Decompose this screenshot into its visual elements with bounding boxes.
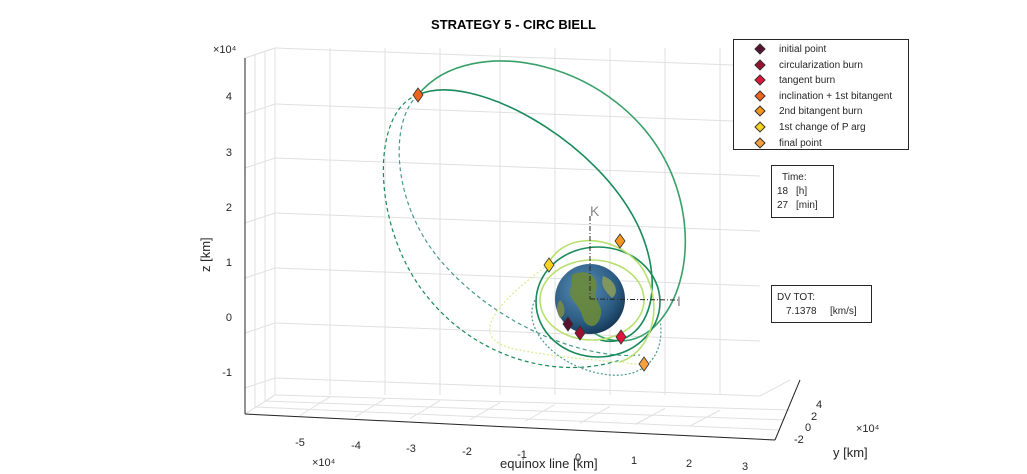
- legend-entry: initial point: [734, 42, 910, 58]
- time-heading: Time:: [782, 172, 807, 183]
- legend-marker: [754, 105, 766, 118]
- z-exponent: ×10⁴: [213, 44, 237, 56]
- marker-1st-change-of-p-arg: [543, 257, 555, 273]
- legend-label: final point: [779, 137, 822, 149]
- legend-label: 1st change of P arg: [779, 122, 866, 133]
- y-exponent: ×10⁴: [856, 423, 880, 435]
- k-axis-label: K: [590, 203, 600, 219]
- legend-label: inclination + 1st bitangent: [779, 90, 893, 102]
- orbit-transfer-dotted: [489, 264, 646, 366]
- i-axis-line: [589, 298, 679, 301]
- x-tick-label: 1: [631, 455, 637, 467]
- x-tick-label: -5: [295, 437, 305, 449]
- z-tick-label: -1: [222, 367, 232, 379]
- dv-value: 7.1378: [786, 306, 817, 317]
- y-tick-label: 2: [811, 411, 817, 423]
- x-axis-label: equinox line [km]: [500, 456, 598, 471]
- x-tick-label: 0: [575, 452, 581, 464]
- grid-lines: [244, 47, 801, 441]
- legend-marker: [754, 58, 766, 71]
- legend-entry: tangent burn: [734, 73, 910, 89]
- y-tick-label: 0: [805, 422, 811, 434]
- dv-unit: [km/s]: [830, 306, 857, 317]
- x-tick-label: -4: [351, 440, 361, 452]
- z-tick-label: 0: [226, 312, 232, 324]
- z-tick-label: 4: [226, 91, 232, 103]
- legend-entry: final point: [734, 136, 910, 152]
- marker-tangent-burn: [615, 329, 627, 345]
- time-box: Time: 18 [h] 27 [min]: [771, 165, 834, 218]
- y-tick-label: 4: [816, 399, 822, 411]
- dv-box: DV TOT: 7.1378 [km/s]: [771, 285, 872, 323]
- marker-final-point: [638, 356, 650, 372]
- time-minutes-unit: [min]: [796, 200, 818, 211]
- marker-initial-point: [562, 316, 574, 332]
- legend-entry: circularization burn: [734, 58, 910, 74]
- orbit-large-dashed: [382, 94, 621, 369]
- x-tick-label: -2: [462, 446, 472, 458]
- marker-inclination-1st-bitangent: [412, 87, 424, 103]
- x-tick-label: -3: [406, 443, 416, 455]
- time-hours-value: 18: [777, 186, 789, 197]
- orbit-large-solid: [417, 60, 686, 342]
- earth-land-3: [557, 300, 565, 318]
- time-hours-unit: [h]: [796, 186, 808, 197]
- legend: initial point circularization burn tangent…: [733, 39, 909, 150]
- orbit-small-3: [547, 239, 655, 363]
- y-axis-label: y [km]: [833, 445, 868, 460]
- legend-entry: 1st change of P arg: [734, 120, 910, 136]
- legend-marker: [754, 74, 766, 86]
- legend-label: circularization burn: [779, 59, 863, 71]
- orbit-large-dashed-2: [398, 94, 641, 357]
- z-tick-label: 3: [226, 147, 232, 159]
- earth-land-1: [569, 272, 602, 326]
- orbit-small-dotted: [531, 299, 662, 376]
- chart-title: STRATEGY 5 - CIRC BIELL: [431, 17, 596, 32]
- x-tick-label: -1: [517, 449, 527, 461]
- z-tick-label: 2: [226, 202, 232, 214]
- legend-label: initial point: [779, 44, 827, 55]
- legend-marker: [754, 136, 766, 149]
- earth-land-2: [602, 276, 616, 298]
- marker-2nd-bitangent-burn: [614, 233, 626, 249]
- z-axis-label: z [km]: [198, 237, 213, 272]
- legend-label: 2nd bitangent burn: [779, 106, 863, 118]
- legend-label: tangent burn: [779, 75, 836, 87]
- x-tick-label: 3: [742, 461, 748, 473]
- z-tick-label: 1: [226, 257, 232, 269]
- orbit-small-2: [535, 246, 661, 358]
- y-tick-label: -2: [794, 434, 804, 446]
- legend-marker: [754, 43, 766, 55]
- axis-lines: [244, 58, 801, 441]
- dv-heading: DV TOT:: [777, 292, 815, 303]
- x-exponent: ×10⁴: [312, 457, 336, 469]
- legend-marker: [754, 121, 766, 133]
- x-tick-label: 2: [686, 458, 692, 470]
- orbit-large-inner: [417, 89, 653, 343]
- legend-marker: [754, 90, 766, 102]
- time-minutes-value: 27: [777, 200, 789, 211]
- legend-entry: 2nd bitangent burn: [734, 104, 910, 120]
- marker-circularization-burn: [574, 325, 586, 341]
- legend-entry: inclination + 1st bitangent: [734, 89, 910, 105]
- i-axis-label: I: [677, 293, 681, 309]
